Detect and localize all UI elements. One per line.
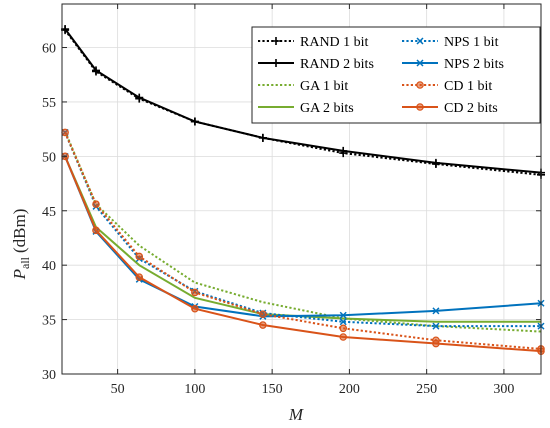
legend-label: GA 1 bit xyxy=(300,79,348,94)
data-point xyxy=(272,59,280,67)
legend-item: GA 2 bits xyxy=(258,101,354,116)
y-tick-label: 40 xyxy=(42,259,56,274)
series-nps-2-bits xyxy=(61,152,545,320)
y-tick-label: 60 xyxy=(42,42,56,57)
data-point xyxy=(432,307,440,315)
plot-frame xyxy=(61,3,542,375)
legend-label: RAND 2 bits xyxy=(300,57,374,72)
series-line xyxy=(64,155,541,323)
legend-label: GA 2 bits xyxy=(300,101,354,116)
legend: RAND 1 bit RAND 2 bits GA 1 bit GA 2 bits NP… xyxy=(251,26,541,124)
data-point xyxy=(92,226,100,235)
y-axis-label: Pall(dBm) xyxy=(10,209,32,281)
tick-labels: 50 100 150 200 250 300 30 35 40 45 50 55 60 xyxy=(42,42,514,397)
data-point xyxy=(92,200,100,209)
data-point xyxy=(432,322,440,330)
data-point xyxy=(91,66,100,75)
data-point xyxy=(259,310,267,318)
legend-item: NPS 1 bit xyxy=(402,35,499,50)
data-point xyxy=(258,133,267,142)
data-point xyxy=(135,273,144,281)
x-axis-label: M xyxy=(288,405,304,424)
legend-label: CD 1 bit xyxy=(444,79,492,94)
legend-label: NPS 2 bits xyxy=(444,57,504,72)
series-line xyxy=(64,130,542,333)
legend-label: CD 2 bits xyxy=(444,101,498,116)
y-tick-label: 35 xyxy=(42,314,56,329)
legend-item: GA 1 bit xyxy=(258,79,348,94)
series-line xyxy=(64,155,542,353)
legend-box xyxy=(251,26,541,124)
series-group xyxy=(61,25,545,355)
data-point xyxy=(61,128,69,137)
x-tick-label: 150 xyxy=(262,382,283,397)
legend-item: NPS 2 bits xyxy=(402,57,504,72)
y-tick-label: 30 xyxy=(42,368,56,383)
data-point xyxy=(416,103,424,111)
legend-label: RAND 1 bit xyxy=(300,35,369,50)
data-point xyxy=(339,318,347,326)
x-tick-label: 50 xyxy=(111,382,125,397)
legend-item: CD 2 bits xyxy=(402,101,498,116)
legend-label: NPS 1 bit xyxy=(444,35,499,50)
data-point xyxy=(190,117,199,126)
data-point xyxy=(135,93,144,102)
data-point xyxy=(272,37,280,45)
series-line xyxy=(64,29,542,176)
data-point xyxy=(339,146,348,155)
x-tick-label: 100 xyxy=(184,382,205,397)
legend-item: RAND 2 bits xyxy=(258,57,374,72)
series-line xyxy=(64,28,542,174)
series-ga-2-bits xyxy=(64,155,541,323)
series-line xyxy=(64,132,542,350)
series-cd-2-bits xyxy=(61,152,545,355)
y-tick-label: 45 xyxy=(42,205,56,220)
x-tick-label: 250 xyxy=(416,382,437,397)
x-tick-label: 200 xyxy=(339,382,360,397)
data-point xyxy=(135,252,144,261)
data-point xyxy=(339,324,348,333)
data-point xyxy=(259,321,267,329)
data-point xyxy=(339,333,348,341)
series-nps-1-bit xyxy=(61,128,545,330)
data-point xyxy=(431,158,440,167)
x-tick-label: 300 xyxy=(493,382,514,397)
axes xyxy=(61,3,542,375)
data-point xyxy=(339,311,347,319)
data-point xyxy=(416,81,424,89)
legend-item: RAND 1 bit xyxy=(258,35,369,50)
legend-item: CD 1 bit xyxy=(402,79,492,94)
data-point xyxy=(416,59,424,67)
data-point xyxy=(191,288,199,297)
data-point xyxy=(416,37,424,45)
data-point xyxy=(191,304,199,313)
series-line xyxy=(64,155,542,318)
series-line xyxy=(64,132,541,328)
series-ga-1-bit xyxy=(64,130,542,333)
data-point xyxy=(432,339,440,348)
y-tick-label: 55 xyxy=(42,96,56,111)
y-tick-label: 50 xyxy=(42,150,56,165)
